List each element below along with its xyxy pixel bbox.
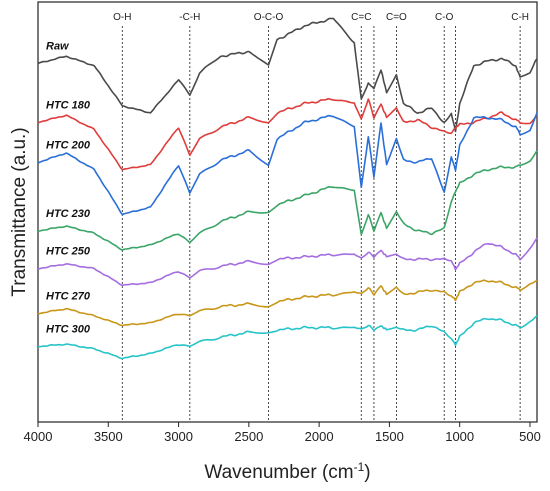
spectrum-line — [37, 97, 538, 171]
x-tick-label: 2000 — [305, 429, 334, 444]
spectrum-line — [37, 237, 538, 287]
x-tick-label: 4000 — [24, 429, 53, 444]
spectrum-line — [38, 315, 538, 360]
peak-label: C-O — [435, 12, 454, 23]
plot-frame — [37, 1, 538, 423]
spectrum-line — [37, 279, 538, 327]
peak-label: O-H — [113, 12, 131, 23]
reference-lines: O-H -C-H O-C-O C=C C=O C-O C-H — [113, 12, 529, 422]
series-label: HTC 250 — [46, 246, 91, 258]
peak-label: O-C-O — [254, 12, 284, 23]
spectra: Raw HTC 180 HTC 200 HTC 230 HTC 250 HTC 270 HT… — [37, 17, 538, 360]
series-label: HTC 230 — [46, 208, 91, 220]
series-label: HTC 200 — [46, 139, 91, 151]
peak-label: C-H — [511, 12, 529, 23]
x-axis-ticks: 4000 3500 3000 2500 2000 1500 1000 500 — [24, 422, 541, 444]
series-label: Raw — [46, 40, 70, 52]
x-tick-label: 1000 — [445, 429, 474, 444]
peak-label: -C-H — [179, 12, 200, 23]
peak-label: C=C — [351, 12, 371, 23]
series-label: HTC 270 — [46, 290, 91, 302]
x-tick-label: 500 — [519, 429, 541, 444]
peak-label: C=O — [386, 12, 407, 23]
x-tick-label: 3000 — [164, 429, 193, 444]
x-tick-label: 1500 — [375, 429, 404, 444]
x-tick-label: 3500 — [94, 429, 123, 444]
spectrum-line — [37, 150, 538, 251]
spectrum-line — [37, 112, 538, 216]
series-label: HTC 180 — [46, 99, 91, 111]
spectrum-line — [37, 17, 538, 133]
y-axis-title: Transmittance (a.u.) — [9, 127, 30, 296]
x-tick-label: 2500 — [234, 429, 263, 444]
x-axis-title: Wavenumber (cm-1) — [204, 460, 370, 483]
series-label: HTC 300 — [46, 323, 91, 335]
